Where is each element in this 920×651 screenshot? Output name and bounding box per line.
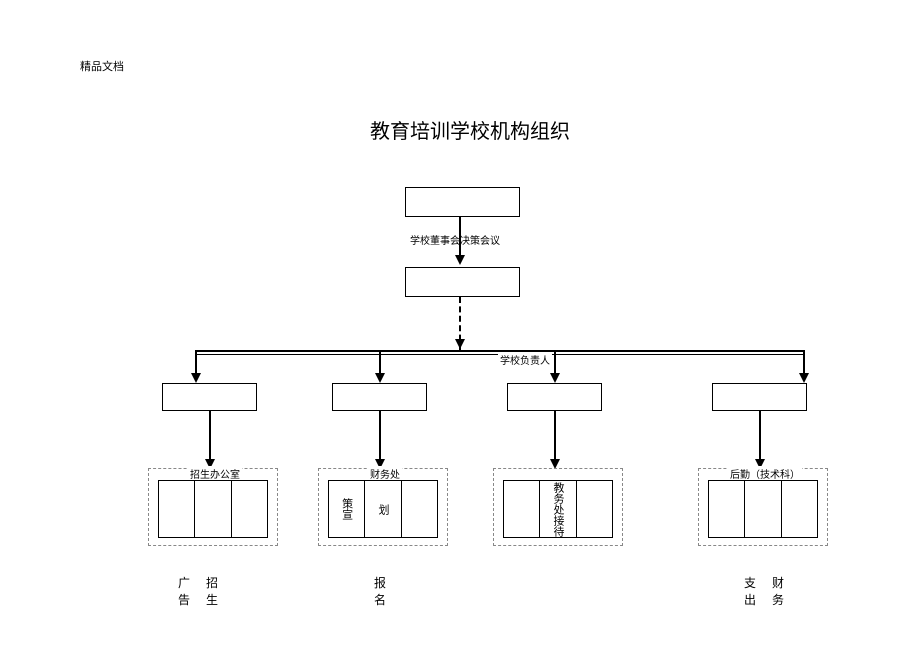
drop2b [379, 411, 381, 461]
bt-2: 招生 [206, 575, 218, 609]
group4-cell2 [745, 481, 781, 537]
page-title: 教育培训学校机构组织 [370, 115, 570, 144]
drop4-ah [799, 373, 809, 383]
bt-1: 广告 [178, 575, 190, 609]
group1-grid [158, 480, 268, 538]
group1-cell2 [195, 481, 231, 537]
arrow-line-1 [459, 217, 461, 257]
group4-title: 后勤（技术科） [728, 466, 802, 481]
group1-cell1 [159, 481, 195, 537]
drop3b [554, 411, 556, 461]
group2-cell2: 划 [365, 481, 401, 537]
bt-5: 财务 [772, 575, 784, 609]
group2-cell1: 策宣 [329, 481, 365, 537]
drop1b [209, 411, 211, 461]
level3-box-4 [712, 383, 807, 411]
arrow-head-dash [455, 339, 465, 349]
level3-box-1 [162, 383, 257, 411]
label-board: 学校董事会决策会议 [410, 232, 500, 247]
drop1-ah [191, 373, 201, 383]
group2-title: 财务处 [368, 466, 402, 481]
drop4 [803, 350, 805, 375]
drop3-ah [550, 373, 560, 383]
group2-grid: 策宣 划 [328, 480, 438, 538]
doc-header: 精品文档 [80, 58, 124, 74]
group3-cell3 [577, 481, 612, 537]
group2-cell3 [402, 481, 437, 537]
level3-box-2 [332, 383, 427, 411]
group3-cell2: 教务处接待 [540, 481, 576, 537]
group4-cell1 [709, 481, 745, 537]
bt-3: 报名 [374, 575, 386, 609]
group1-title: 招生办公室 [188, 466, 242, 481]
group3-grid: 教务处接待 [503, 480, 613, 538]
label-principal: 学校负责人 [498, 352, 552, 367]
drop3 [554, 350, 556, 375]
bt-4: 支出 [744, 575, 756, 609]
node-board-box [405, 187, 520, 217]
drop1 [195, 350, 197, 375]
node-principal-box [405, 267, 520, 297]
drop2-ah [375, 373, 385, 383]
arrow-head-1 [455, 255, 465, 265]
group4-grid [708, 480, 818, 538]
group1-cell3 [232, 481, 267, 537]
drop2 [379, 350, 381, 375]
drop4b [759, 411, 761, 461]
group4-cell3 [782, 481, 817, 537]
group3-cell1 [504, 481, 540, 537]
level3-box-3 [507, 383, 602, 411]
